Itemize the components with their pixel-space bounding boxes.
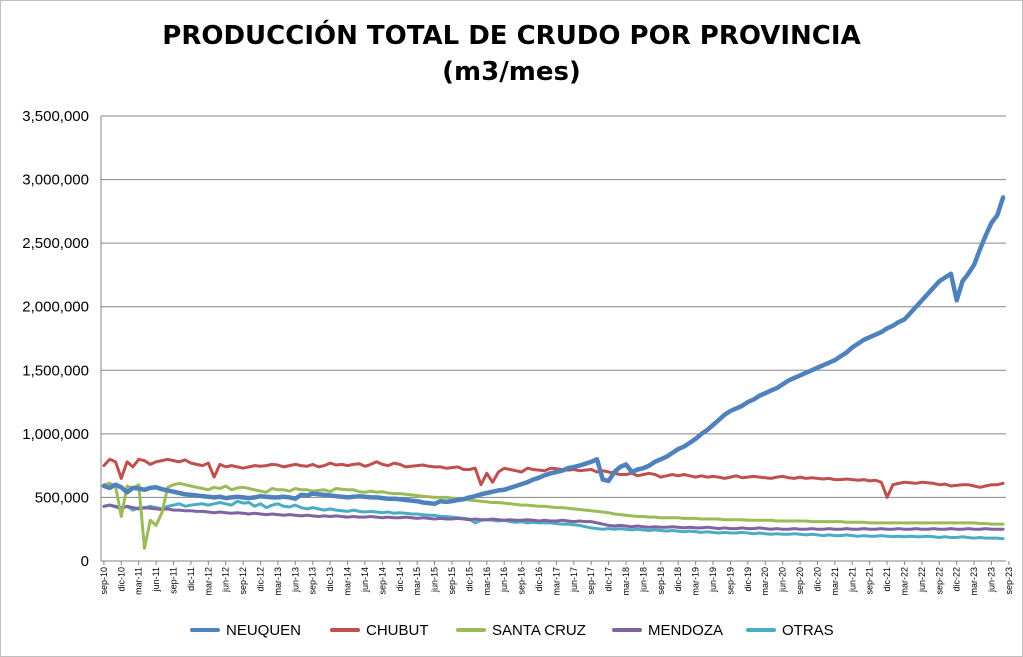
- x-tick-label: dic-15: [464, 567, 474, 592]
- x-tick-label: sep-13: [308, 567, 318, 595]
- x-tick-label: dic-21: [882, 567, 892, 592]
- x-tick-label: jun-21: [847, 567, 857, 593]
- y-tick-label: 1,500,000: [22, 362, 89, 379]
- x-tick-label: jun-16: [499, 567, 509, 593]
- x-tick-label: sep-15: [447, 567, 457, 595]
- legend-item-mendoza: MENDOZA: [612, 618, 723, 642]
- x-tick-label: dic-11: [186, 567, 196, 591]
- x-tick-label: mar-19: [691, 567, 701, 596]
- x-tick-label: mar-15: [412, 567, 422, 596]
- chart-title: PRODUCCIÓN TOTAL DE CRUDO POR PROVINCIA …: [0, 18, 1023, 90]
- series-line-otras: [102, 499, 1005, 541]
- x-tick-label: jun-22: [917, 567, 927, 593]
- legend-swatch-mendoza: [612, 628, 642, 632]
- x-tick-label: dic-18: [673, 567, 683, 592]
- x-tick-label: mar-11: [134, 567, 144, 595]
- x-tick-label: dic-20: [812, 567, 822, 592]
- legend-swatch-otras: [746, 628, 776, 632]
- x-tick-label: mar-14: [343, 567, 353, 596]
- x-tick-label: sep-12: [238, 567, 248, 595]
- chart-subtitle: (m3/mes): [442, 57, 581, 87]
- x-tick-label: sep-23: [1004, 567, 1014, 595]
- x-tick-label: jun-20: [778, 567, 788, 593]
- series-line-chubut: [102, 457, 1005, 499]
- x-tick-label: jun-18: [638, 567, 648, 593]
- legend-label-otras: OTRAS: [782, 621, 834, 639]
- legend-label-neuquen: NEUQUEN: [226, 621, 302, 639]
- series-line-mendoza: [102, 503, 1005, 531]
- x-tick-label: dic-23: [1021, 567, 1023, 592]
- x-tick-label: jun-15: [430, 567, 440, 593]
- series-lines: [101, 195, 1006, 550]
- x-tick-label: sep-16: [517, 567, 527, 595]
- x-tick-label: sep-21: [865, 567, 875, 595]
- x-tick-label: mar-12: [203, 567, 213, 596]
- x-tick-label: dic-22: [952, 567, 962, 592]
- x-tick-label: dic-13: [325, 567, 335, 592]
- y-tick-label: 3,500,000: [22, 108, 89, 125]
- y-tick-label: 1,000,000: [22, 426, 89, 443]
- legend: NEUQUEN CHUBUT SANTA CRUZ MENDOZA OTRAS: [0, 618, 1023, 642]
- legend-item-otras: OTRAS: [746, 618, 834, 642]
- x-axis-tick-labels: sep-10 dic-10 mar-11 jun-11 sep-11 dic-11 mar-…: [99, 567, 1023, 596]
- x-tick-label: sep-10: [99, 567, 109, 595]
- x-tick-label: sep-19: [725, 567, 735, 595]
- x-tick-label: sep-22: [934, 567, 944, 595]
- x-tick-label: jun-13: [290, 567, 300, 593]
- x-tick-label: mar-13: [273, 567, 283, 596]
- legend-item-neuquen: NEUQUEN: [190, 618, 301, 642]
- x-tick-label: jun-23: [986, 567, 996, 593]
- x-tick-label: sep-20: [795, 567, 805, 595]
- x-tick-label: sep-14: [377, 567, 387, 595]
- legend-label-santa-cruz: SANTA CRUZ: [492, 621, 586, 639]
- x-tick-label: dic-12: [256, 567, 266, 592]
- x-tick-label: jun-14: [360, 567, 370, 593]
- legend-swatch-chubut: [330, 628, 360, 632]
- y-tick-label: 500,000: [35, 489, 89, 506]
- legend-swatch-neuquen: [190, 628, 220, 632]
- series-line-santa-cruz: [102, 481, 1005, 550]
- y-tick-label: 2,000,000: [22, 299, 89, 316]
- x-tick-label: sep-18: [656, 567, 666, 595]
- x-tick-label: mar-23: [969, 567, 979, 596]
- legend-item-santa-cruz: SANTA CRUZ: [456, 618, 586, 642]
- x-tick-label: dic-14: [395, 567, 405, 592]
- y-axis-tick-labels: 0 500,000 1,000,000 1,500,000 2,000,000 2,500…: [22, 108, 89, 570]
- legend-item-chubut: CHUBUT: [330, 618, 429, 642]
- legend-label-mendoza: MENDOZA: [648, 621, 723, 639]
- axes: [100, 116, 1010, 565]
- legend-swatch-santa-cruz: [456, 628, 486, 632]
- y-tick-label: 0: [81, 553, 89, 570]
- x-tick-label: sep-11: [169, 567, 179, 594]
- legend-label-chubut: CHUBUT: [366, 621, 429, 639]
- x-tick-label: jun-19: [708, 567, 718, 593]
- x-tick-label: mar-17: [551, 567, 561, 596]
- x-tick-label: mar-16: [482, 567, 492, 596]
- x-tick-label: mar-21: [830, 567, 840, 596]
- x-tick-label: dic-10: [116, 567, 126, 592]
- x-tick-label: dic-19: [743, 567, 753, 592]
- x-tick-label: dic-16: [534, 567, 544, 592]
- x-tick-label: jun-12: [221, 567, 231, 593]
- x-tick-label: sep-17: [586, 567, 596, 595]
- y-tick-label: 2,500,000: [22, 235, 89, 252]
- line-chart: 0 500,000 1,000,000 1,500,000 2,000,000 2,500…: [22, 108, 1023, 596]
- x-tick-label: jun-17: [569, 567, 579, 593]
- x-tick-label: jun-11: [151, 567, 161, 592]
- x-tick-label: dic-17: [604, 567, 614, 592]
- x-tick-label: mar-18: [621, 567, 631, 596]
- series-line-neuquen: [101, 195, 1006, 507]
- y-tick-label: 3,000,000: [22, 172, 89, 189]
- x-tick-label: mar-20: [760, 567, 770, 596]
- chart-title-main: PRODUCCIÓN TOTAL DE CRUDO POR PROVINCIA: [162, 21, 861, 51]
- x-tick-label: mar-22: [899, 567, 909, 596]
